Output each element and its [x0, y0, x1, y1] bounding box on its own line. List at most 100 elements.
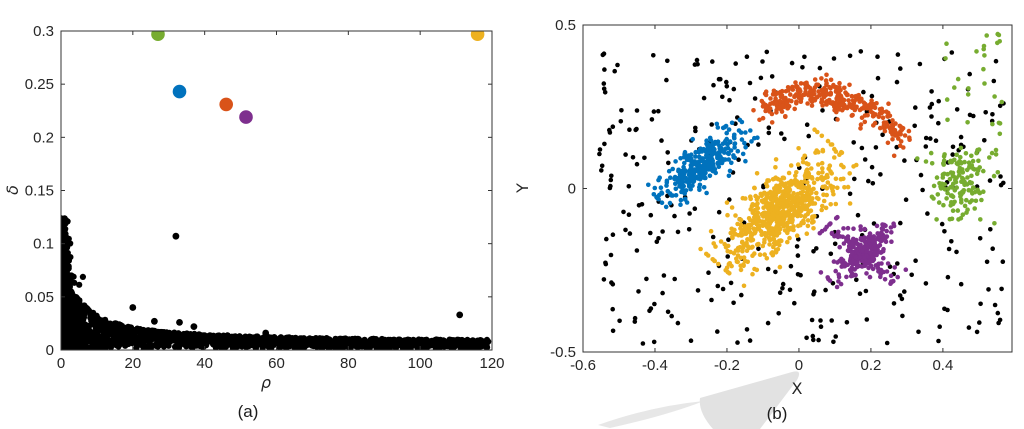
- data-point: [880, 115, 886, 121]
- data-point: [279, 336, 286, 343]
- data-point: [718, 239, 724, 244]
- yellow-peak-point: [470, 31, 485, 41]
- data-point: [739, 119, 745, 125]
- data-point: [717, 151, 722, 157]
- data-point: [253, 342, 260, 349]
- data-point: [981, 43, 987, 49]
- data-point: [948, 193, 954, 198]
- data-point: [990, 246, 995, 251]
- data-point: [845, 248, 851, 253]
- data-point: [967, 200, 973, 205]
- x-tick-label: 0: [795, 357, 803, 374]
- data-point: [841, 226, 846, 231]
- data-point: [805, 218, 811, 223]
- data-point: [830, 281, 836, 286]
- data-point: [816, 337, 821, 343]
- data-point: [885, 140, 891, 146]
- data-point: [889, 239, 894, 244]
- x-tick-label: -0.6: [570, 357, 596, 374]
- data-point: [976, 189, 982, 195]
- blue-cluster: [646, 117, 760, 210]
- data-point: [944, 97, 950, 102]
- data-point: [928, 150, 934, 156]
- data-point: [876, 269, 881, 274]
- data-point: [811, 180, 817, 186]
- data-point: [849, 259, 854, 265]
- data-point: [872, 242, 878, 247]
- data-point: [190, 323, 198, 330]
- data-point: [618, 119, 624, 124]
- data-point: [728, 148, 734, 153]
- data-point: [965, 92, 971, 97]
- data-point: [860, 248, 865, 254]
- data-point: [866, 178, 871, 184]
- data-point: [798, 272, 803, 278]
- data-point: [867, 274, 873, 280]
- data-point: [841, 263, 846, 269]
- data-point: [950, 144, 956, 150]
- data-point: [421, 344, 428, 350]
- data-point: [785, 106, 791, 111]
- data-point: [745, 244, 751, 249]
- data-point: [952, 85, 957, 90]
- data-point: [599, 168, 604, 173]
- data-point: [179, 336, 186, 343]
- data-point: [783, 193, 789, 199]
- data-point: [845, 262, 850, 268]
- data-point: [941, 202, 946, 208]
- data-point: [769, 74, 775, 79]
- data-point: [777, 98, 783, 104]
- data-point: [895, 261, 900, 266]
- data-point: [710, 161, 716, 166]
- data-point: [884, 109, 889, 114]
- data-point: [992, 221, 997, 226]
- data-point: [686, 182, 692, 187]
- data-point: [990, 112, 995, 117]
- data-point: [862, 103, 868, 108]
- data-point: [717, 143, 722, 148]
- data-point: [971, 185, 976, 190]
- data-point: [918, 172, 924, 178]
- data-point: [377, 338, 384, 345]
- data-point: [996, 32, 1002, 38]
- data-point: [824, 186, 830, 191]
- data-point: [824, 224, 829, 230]
- data-point: [286, 340, 293, 347]
- data-point: [201, 342, 208, 349]
- data-point: [828, 92, 833, 97]
- data-point: [824, 72, 829, 78]
- data-point: [697, 163, 702, 168]
- data-point: [884, 340, 890, 346]
- data-point: [810, 214, 815, 219]
- data-point: [977, 320, 982, 325]
- data-point: [735, 340, 740, 345]
- data-point: [656, 236, 661, 241]
- data-point: [851, 140, 856, 145]
- data-point: [862, 263, 868, 269]
- data-point: [195, 334, 202, 341]
- data-point: [762, 212, 768, 217]
- data-point: [796, 95, 802, 100]
- data-point: [984, 259, 990, 265]
- data-point: [944, 196, 949, 201]
- data-point: [942, 229, 947, 234]
- data-point: [673, 159, 678, 164]
- data-point: [610, 124, 616, 129]
- data-point: [781, 208, 786, 214]
- purple-peak-point: [239, 110, 253, 124]
- decision-graph-axes-box: [60, 30, 493, 351]
- data-point: [608, 183, 613, 189]
- data-point: [954, 185, 959, 190]
- data-point: [839, 101, 845, 107]
- data-point: [768, 96, 773, 101]
- data-point: [806, 92, 812, 97]
- data-point: [473, 342, 480, 349]
- data-point: [802, 54, 807, 60]
- data-point: [795, 88, 801, 93]
- data-point: [752, 228, 758, 233]
- data-point: [883, 239, 889, 245]
- data-point: [990, 121, 995, 127]
- data-point: [854, 247, 859, 252]
- data-point: [945, 171, 950, 177]
- data-point: [967, 112, 973, 118]
